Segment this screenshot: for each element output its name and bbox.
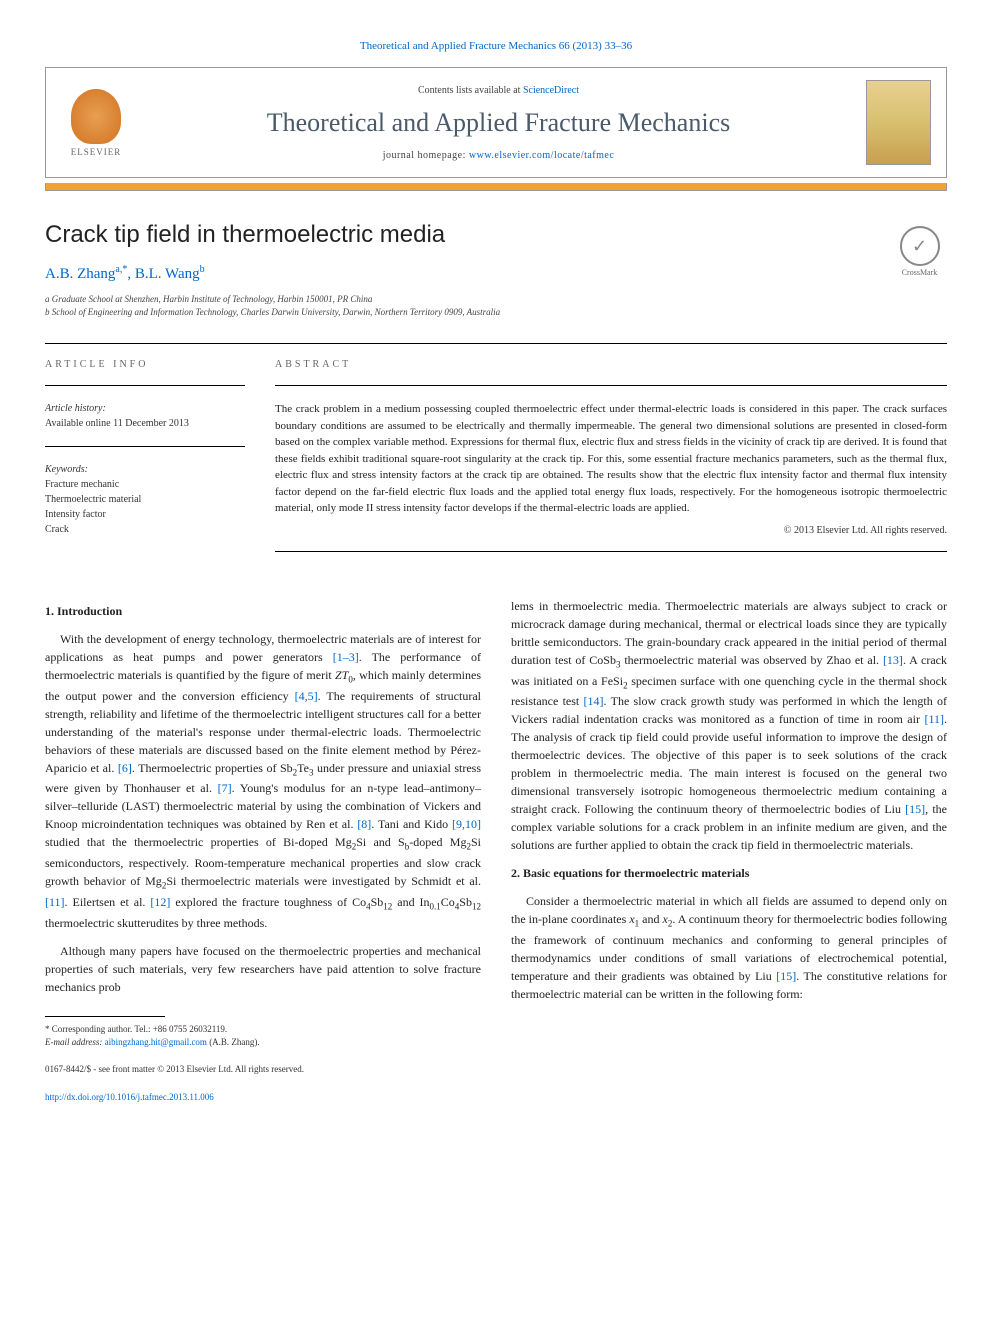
crossmark-icon: ✓ — [900, 226, 940, 266]
abstract-bottom-divider — [275, 551, 947, 552]
author-2-affil-link[interactable]: b — [200, 264, 205, 275]
ref-14[interactable]: [14] — [584, 694, 604, 708]
email-label: E-mail address: — [45, 1037, 105, 1047]
article-info-heading: ARTICLE INFO — [45, 359, 245, 370]
doi-link[interactable]: http://dx.doi.org/10.1016/j.tafmec.2013.… — [45, 1092, 214, 1102]
keywords-label: Keywords: — [45, 464, 88, 475]
keyword-3: Intensity factor — [45, 509, 106, 520]
header-box: ELSEVIER Contents lists available at Sci… — [45, 67, 947, 178]
corresponding-author-note: * Corresponding author. Tel.: +86 0755 2… — [45, 1023, 481, 1036]
ref-11-b[interactable]: [11] — [924, 712, 944, 726]
affiliation-b: b School of Engineering and Information … — [45, 306, 947, 319]
elsevier-logo[interactable]: ELSEVIER — [61, 83, 131, 163]
sciencedirect-link[interactable]: ScienceDirect — [523, 85, 579, 96]
author-2-affil-sup: b — [200, 264, 205, 275]
ref-8[interactable]: [8] — [357, 817, 371, 831]
intro-paragraph-2: Although many papers have focused on the… — [45, 942, 481, 996]
crossmark-label: CrossMark — [892, 268, 947, 277]
contents-prefix: Contents lists available at — [418, 85, 523, 96]
article-title: Crack tip field in thermoelectric media — [45, 221, 947, 249]
footer-doi: http://dx.doi.org/10.1016/j.tafmec.2013.… — [45, 1091, 481, 1104]
authors-line: A.B. Zhanga,*, B.L. Wangb — [45, 264, 947, 283]
divider-top — [45, 343, 947, 344]
journal-title: Theoretical and Applied Fracture Mechani… — [151, 108, 846, 138]
body-columns: 1. Introduction With the development of … — [45, 597, 947, 1104]
email-suffix: (A.B. Zhang). — [207, 1037, 260, 1047]
intro-paragraph-1: With the development of energy technolog… — [45, 630, 481, 932]
abstract-heading: ABSTRACT — [275, 359, 947, 370]
homepage-line: journal homepage: www.elsevier.com/locat… — [151, 150, 846, 161]
ref-11[interactable]: [11] — [45, 895, 65, 909]
history-label: Article history: — [45, 403, 106, 414]
footer-issn: 0167-8442/$ - see front matter © 2013 El… — [45, 1063, 481, 1076]
footnote-separator — [45, 1016, 165, 1017]
article-header: ✓ CrossMark Crack tip field in thermoele… — [45, 221, 947, 318]
homepage-prefix: journal homepage: — [383, 150, 469, 161]
author-1-affil-sup: a,* — [115, 264, 127, 275]
ref-15-b[interactable]: [15] — [776, 969, 796, 983]
section-1-heading: 1. Introduction — [45, 602, 481, 620]
keywords-divider — [45, 446, 245, 447]
author-link-1[interactable]: A.B. Zhang — [45, 266, 115, 282]
abstract-text: The crack problem in a medium possessing… — [275, 401, 947, 517]
section-2-heading: 2. Basic equations for thermoelectric ma… — [511, 864, 947, 882]
ref-1-3[interactable]: [1–3] — [333, 650, 359, 664]
email-note: E-mail address: aibingzhang.hit@gmail.co… — [45, 1036, 481, 1049]
ref-12[interactable]: [12] — [150, 895, 170, 909]
elsevier-tree-icon — [71, 89, 121, 144]
history-text: Available online 11 December 2013 — [45, 418, 189, 429]
ref-9-10[interactable]: [9,10] — [452, 817, 481, 831]
crossmark-badge[interactable]: ✓ CrossMark — [892, 226, 947, 281]
page-container: Theoretical and Applied Fracture Mechani… — [0, 0, 992, 1144]
journal-reference-line: Theoretical and Applied Fracture Mechani… — [45, 40, 947, 52]
ref-15[interactable]: [15] — [905, 802, 925, 816]
info-divider — [45, 385, 245, 386]
abstract-divider — [275, 385, 947, 386]
journal-cover-thumbnail[interactable] — [866, 80, 931, 165]
keyword-2: Thermoelectric material — [45, 494, 141, 505]
contents-line: Contents lists available at ScienceDirec… — [151, 85, 846, 96]
keyword-4: Crack — [45, 524, 69, 535]
affiliations: a Graduate School at Shenzhen, Harbin In… — [45, 293, 947, 318]
meta-abstract-row: ARTICLE INFO Article history: Available … — [45, 359, 947, 567]
body-column-left: 1. Introduction With the development of … — [45, 597, 481, 1104]
keyword-1: Fracture mechanic — [45, 479, 119, 490]
article-info-column: ARTICLE INFO Article history: Available … — [45, 359, 245, 567]
abstract-column: ABSTRACT The crack problem in a medium p… — [275, 359, 947, 567]
ref-6[interactable]: [6] — [118, 761, 132, 775]
ref-4-5[interactable]: [4,5] — [295, 689, 318, 703]
article-history: Article history: Available online 11 Dec… — [45, 401, 245, 431]
ref-7[interactable]: [7] — [218, 781, 232, 795]
email-link[interactable]: aibingzhang.hit@gmail.com — [105, 1037, 207, 1047]
keywords-section: Keywords: Fracture mechanic Thermoelectr… — [45, 462, 245, 537]
orange-accent-bar — [45, 183, 947, 191]
ref-13[interactable]: [13] — [883, 653, 903, 667]
affiliation-a: a Graduate School at Shenzhen, Harbin In… — [45, 293, 947, 306]
body-column-right: lems in thermoelectric media. Thermoelec… — [511, 597, 947, 1104]
header-center: Contents lists available at ScienceDirec… — [151, 85, 846, 161]
elsevier-label: ELSEVIER — [71, 147, 122, 157]
abstract-copyright: © 2013 Elsevier Ltd. All rights reserved… — [275, 525, 947, 536]
journal-reference-link[interactable]: Theoretical and Applied Fracture Mechani… — [360, 40, 632, 52]
author-link-2[interactable]: , B.L. Wang — [127, 266, 199, 282]
col2-paragraph-1: lems in thermoelectric media. Thermoelec… — [511, 597, 947, 855]
homepage-link[interactable]: www.elsevier.com/locate/tafmec — [469, 150, 614, 161]
sec2-paragraph-1: Consider a thermoelectric material in wh… — [511, 892, 947, 1003]
